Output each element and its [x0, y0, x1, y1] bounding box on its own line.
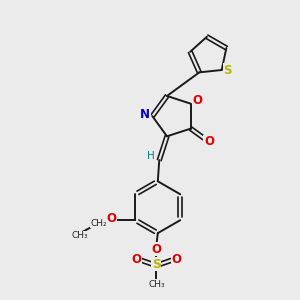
- Text: S: S: [152, 257, 161, 271]
- Text: O: O: [171, 253, 181, 266]
- Text: O: O: [151, 243, 161, 256]
- Text: O: O: [106, 212, 116, 226]
- Text: S: S: [223, 64, 232, 76]
- Text: CH₃: CH₃: [72, 231, 88, 240]
- Text: CH₃: CH₃: [148, 280, 165, 289]
- Text: O: O: [192, 94, 202, 107]
- Text: CH₂: CH₂: [90, 219, 107, 228]
- Text: O: O: [204, 135, 214, 148]
- Text: O: O: [131, 253, 141, 266]
- Text: H: H: [147, 151, 154, 161]
- Text: N: N: [140, 108, 150, 121]
